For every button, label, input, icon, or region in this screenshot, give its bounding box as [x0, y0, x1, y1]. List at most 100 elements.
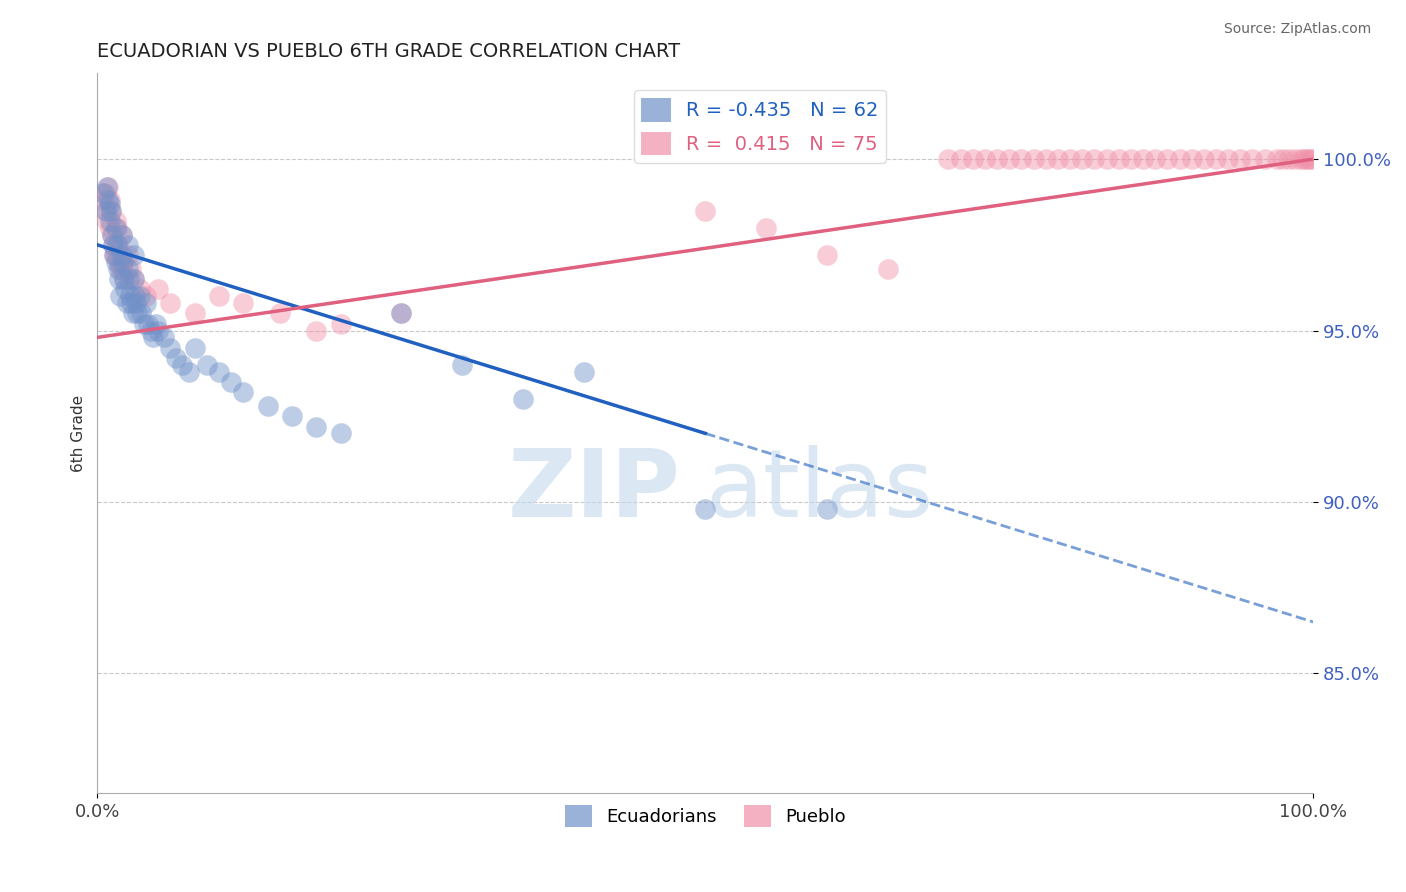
Point — [107, 237, 129, 252]
Point — [104, 220, 127, 235]
Point — [938, 152, 960, 166]
Point — [115, 296, 138, 310]
Point — [1278, 152, 1301, 166]
Point — [256, 399, 278, 413]
Point — [97, 179, 120, 194]
Point — [232, 296, 254, 310]
Point — [1046, 152, 1069, 166]
Point — [120, 289, 142, 303]
Point — [1192, 152, 1215, 166]
Point — [1265, 152, 1288, 166]
Point — [94, 203, 117, 218]
Point — [572, 365, 595, 379]
Point — [117, 237, 139, 252]
Point — [118, 272, 141, 286]
Point — [949, 152, 972, 166]
Point — [1010, 152, 1032, 166]
Point — [105, 237, 128, 252]
Point — [114, 282, 136, 296]
Point — [129, 289, 152, 303]
Point — [389, 306, 412, 320]
Point — [105, 220, 128, 235]
Point — [117, 261, 139, 276]
Point — [111, 248, 134, 262]
Point — [111, 255, 134, 269]
Point — [97, 194, 120, 208]
Point — [1156, 152, 1178, 166]
Point — [122, 272, 145, 286]
Point — [451, 358, 474, 372]
Point — [305, 324, 328, 338]
Legend: Ecuadorians, Pueblo: Ecuadorians, Pueblo — [557, 798, 853, 835]
Point — [1298, 152, 1320, 166]
Point — [111, 261, 134, 276]
Point — [132, 317, 155, 331]
Point — [208, 365, 231, 379]
Point — [145, 317, 167, 331]
Point — [111, 227, 134, 242]
Point — [101, 227, 124, 242]
Point — [101, 237, 124, 252]
Point — [1253, 152, 1275, 166]
Point — [117, 248, 139, 262]
Point — [101, 237, 124, 252]
Point — [1168, 152, 1191, 166]
Text: ECUADORIAN VS PUEBLO 6TH GRADE CORRELATION CHART: ECUADORIAN VS PUEBLO 6TH GRADE CORRELATI… — [97, 42, 681, 61]
Point — [232, 385, 254, 400]
Point — [695, 501, 717, 516]
Point — [139, 324, 162, 338]
Y-axis label: 6th Grade: 6th Grade — [72, 395, 86, 472]
Point — [389, 306, 412, 320]
Point — [135, 296, 157, 310]
Point — [1083, 152, 1105, 166]
Point — [512, 392, 534, 406]
Point — [1301, 152, 1323, 166]
Point — [101, 227, 124, 242]
Point — [1296, 152, 1319, 166]
Point — [1229, 152, 1251, 166]
Point — [1284, 152, 1306, 166]
Point — [305, 419, 328, 434]
Point — [815, 248, 838, 262]
Point — [172, 358, 194, 372]
Point — [108, 272, 131, 286]
Point — [1059, 152, 1081, 166]
Point — [1292, 152, 1315, 166]
Point — [138, 317, 160, 331]
Point — [100, 203, 122, 218]
Point — [1108, 152, 1130, 166]
Point — [121, 306, 143, 320]
Point — [135, 289, 157, 303]
Point — [1205, 152, 1227, 166]
Point — [120, 296, 142, 310]
Point — [219, 375, 242, 389]
Point — [165, 351, 187, 365]
Point — [96, 179, 118, 194]
Point — [1271, 152, 1294, 166]
Point — [159, 341, 181, 355]
Point — [129, 306, 152, 320]
Point — [146, 324, 169, 338]
Point — [142, 330, 165, 344]
Point — [103, 248, 125, 262]
Point — [177, 365, 200, 379]
Point — [183, 341, 205, 355]
Point — [1241, 152, 1264, 166]
Point — [1035, 152, 1057, 166]
Point — [986, 152, 1008, 166]
Point — [98, 220, 121, 235]
Point — [96, 214, 118, 228]
Point — [98, 214, 121, 228]
Point — [127, 306, 149, 320]
Point — [195, 358, 218, 372]
Point — [876, 261, 898, 276]
Point — [122, 248, 145, 262]
Point — [103, 248, 125, 262]
Point — [93, 186, 115, 201]
Point — [1022, 152, 1045, 166]
Point — [1289, 152, 1312, 166]
Point — [153, 330, 176, 344]
Point — [281, 409, 304, 424]
Point — [125, 296, 148, 310]
Point — [104, 248, 127, 262]
